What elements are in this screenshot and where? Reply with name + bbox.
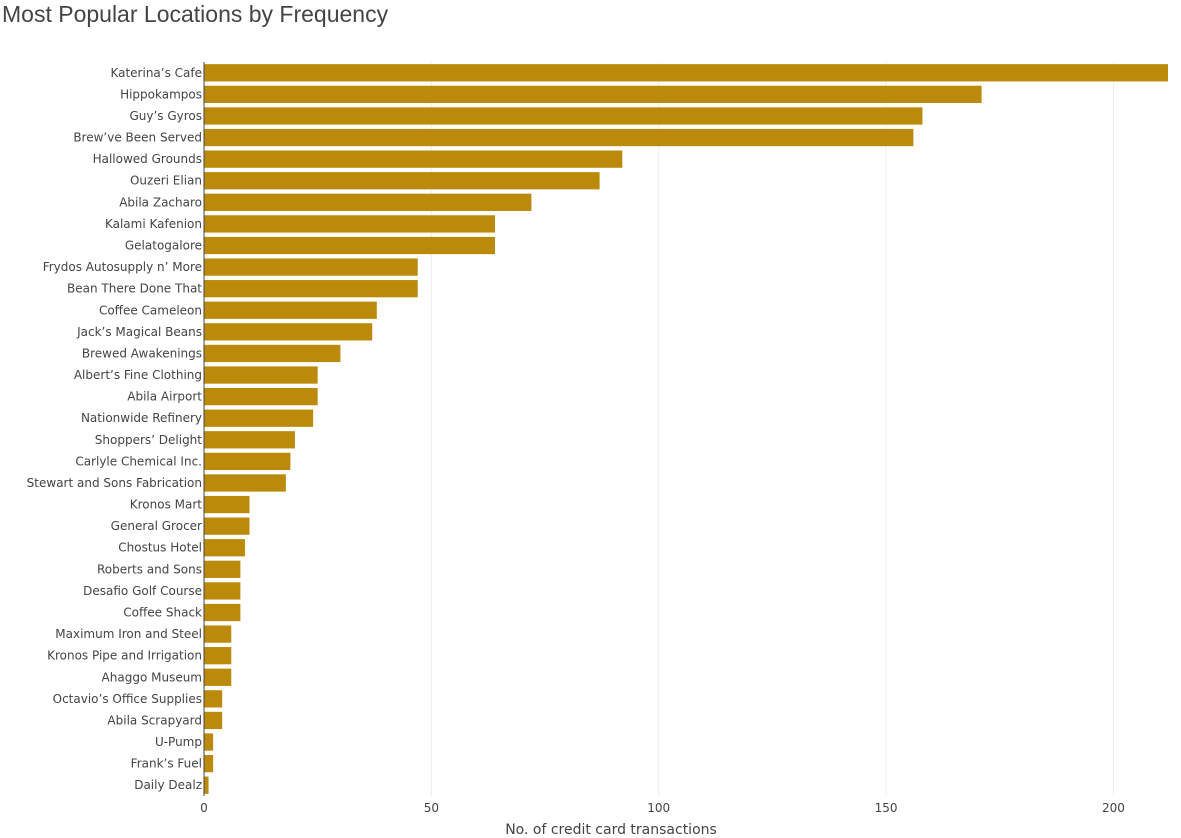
y-tick-label: Octavio’s Office Supplies bbox=[53, 692, 202, 706]
y-tick-label: Shoppers’ Delight bbox=[95, 433, 203, 447]
y-tick-label: Hallowed Grounds bbox=[93, 152, 202, 166]
bar[interactable] bbox=[204, 366, 318, 384]
x-tick-label: 50 bbox=[424, 801, 439, 815]
bar[interactable] bbox=[204, 711, 223, 730]
bar[interactable] bbox=[204, 215, 496, 233]
y-tick-label: Desafio Golf Course bbox=[83, 584, 202, 598]
y-tick-label: Frank’s Fuel bbox=[131, 757, 202, 771]
bar[interactable] bbox=[204, 539, 245, 557]
bar[interactable] bbox=[204, 107, 923, 125]
bar[interactable] bbox=[204, 431, 295, 449]
bar[interactable] bbox=[204, 647, 232, 665]
y-tick-label: Roberts and Sons bbox=[97, 562, 202, 576]
chart-title: Most Popular Locations by Frequency bbox=[2, 1, 389, 27]
bar[interactable] bbox=[204, 452, 291, 471]
bar[interactable] bbox=[204, 582, 241, 600]
y-tick-label: Brew’ve Been Served bbox=[73, 131, 202, 145]
bar[interactable] bbox=[204, 344, 341, 363]
bar[interactable] bbox=[204, 690, 223, 708]
axes: 0 50 100 150 200 Katerina’s Cafe Hippokampos Gu… bbox=[27, 62, 1125, 815]
bar[interactable] bbox=[204, 474, 286, 492]
y-tick-label: Coffee Cameleon bbox=[99, 303, 202, 317]
y-tick-label: Daily Dealz bbox=[134, 778, 202, 792]
y-tick-label: Kalami Kafenion bbox=[105, 217, 202, 231]
y-tick-label: Jack’s Magical Beans bbox=[76, 325, 202, 339]
y-tick-label: Stewart and Sons Fabrication bbox=[27, 476, 202, 490]
y-tick-label: Bean There Done That bbox=[67, 282, 202, 296]
y-tick-label: Frydos Autosupply n’ More bbox=[43, 260, 202, 274]
bar[interactable] bbox=[204, 517, 250, 535]
x-axis-title: No. of credit card transactions bbox=[505, 822, 717, 838]
y-tick-label: Kronos Mart bbox=[130, 498, 203, 512]
bar[interactable] bbox=[204, 603, 241, 622]
bar[interactable] bbox=[204, 560, 241, 578]
y-tick-label: Abila Airport bbox=[127, 390, 202, 404]
bar[interactable] bbox=[204, 733, 214, 751]
bar[interactable] bbox=[204, 64, 1168, 82]
y-tick-label: Ouzeri Elian bbox=[130, 174, 202, 188]
y-tick-label: Albert’s Fine Clothing bbox=[74, 368, 202, 382]
y-tick-label: Coffee Shack bbox=[123, 606, 202, 620]
bar[interactable] bbox=[204, 128, 914, 147]
bar[interactable] bbox=[204, 409, 314, 427]
bar[interactable] bbox=[204, 323, 373, 341]
y-tick-label: General Grocer bbox=[111, 519, 202, 533]
bar[interactable] bbox=[204, 85, 982, 104]
x-tick-label: 150 bbox=[875, 801, 898, 815]
bar[interactable] bbox=[204, 776, 209, 794]
y-tick-label: Guy’s Gyros bbox=[129, 109, 202, 123]
bar[interactable] bbox=[204, 301, 377, 319]
bar[interactable] bbox=[204, 258, 418, 276]
y-tick-label: Nationwide Refinery bbox=[81, 411, 202, 425]
y-tick-label: Katerina’s Cafe bbox=[110, 66, 202, 80]
y-tick-label: Brewed Awakenings bbox=[82, 346, 202, 360]
bar[interactable] bbox=[204, 172, 600, 190]
x-tick-label: 200 bbox=[1102, 801, 1125, 815]
bar[interactable] bbox=[204, 625, 232, 643]
bar[interactable] bbox=[204, 387, 318, 406]
y-tick-label: Ahaggo Museum bbox=[102, 670, 202, 684]
y-tick-label: Maximum Iron and Steel bbox=[55, 627, 202, 641]
y-tick-label: Chostus Hotel bbox=[118, 541, 202, 555]
y-tick-label: Gelatogalore bbox=[125, 239, 202, 253]
y-tick-label: Abila Zacharo bbox=[119, 195, 202, 209]
bar[interactable] bbox=[204, 668, 232, 686]
y-tick-label: U-Pump bbox=[155, 735, 202, 749]
bar[interactable] bbox=[204, 280, 418, 298]
x-tick-label: 100 bbox=[647, 801, 670, 815]
bar[interactable] bbox=[204, 754, 214, 773]
y-tick-label: Abila Scrapyard bbox=[107, 713, 202, 727]
bar[interactable] bbox=[204, 150, 623, 168]
y-tick-label: Kronos Pipe and Irrigation bbox=[47, 649, 202, 663]
x-tick-label: 0 bbox=[200, 801, 208, 815]
y-tick-label: Carlyle Chemical Inc. bbox=[75, 454, 202, 468]
bar[interactable] bbox=[204, 495, 250, 514]
y-tick-label: Hippokampos bbox=[120, 87, 202, 101]
bar[interactable] bbox=[204, 193, 532, 211]
bar[interactable] bbox=[204, 236, 496, 255]
bars bbox=[204, 64, 1168, 794]
